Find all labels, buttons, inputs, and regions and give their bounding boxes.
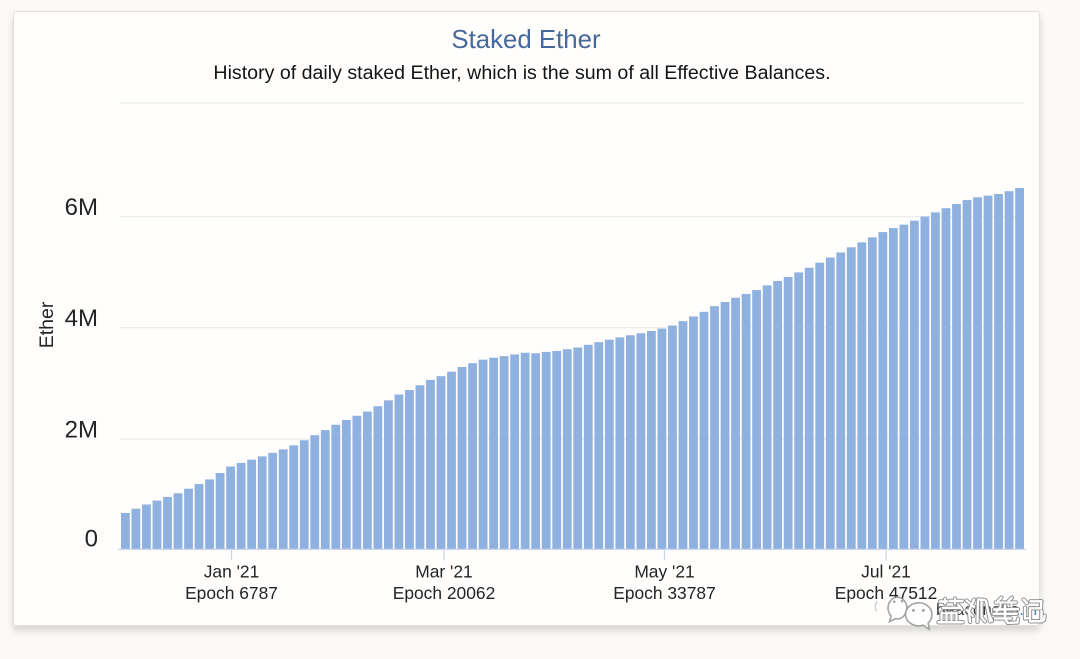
svg-text:2M: 2M	[65, 417, 98, 444]
svg-text:Epoch 6787: Epoch 6787	[185, 583, 278, 603]
svg-text:May '21: May '21	[634, 562, 694, 582]
svg-text:Jul '21: Jul '21	[861, 562, 911, 582]
svg-text:Ether: Ether	[36, 301, 58, 348]
svg-text:Epoch 33787: Epoch 33787	[613, 583, 716, 603]
svg-text:Epoch 47512: Epoch 47512	[835, 583, 938, 603]
svg-text:History of daily staked Ether,: History of daily staked Ether, which is …	[213, 62, 830, 84]
svg-text:Jan '21: Jan '21	[204, 562, 260, 582]
svg-text:6M: 6M	[65, 194, 98, 221]
svg-text:Staked Ether: Staked Ether	[451, 26, 601, 54]
svg-text:0: 0	[85, 526, 98, 553]
svg-text:Mar '21: Mar '21	[415, 562, 472, 582]
svg-text:4M: 4M	[65, 305, 98, 332]
svg-text:Epoch 20062: Epoch 20062	[393, 583, 496, 603]
